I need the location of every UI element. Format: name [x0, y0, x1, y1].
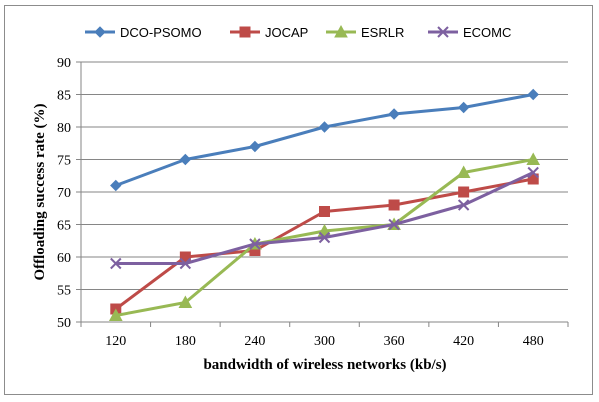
- marker-stroke: [388, 218, 400, 231]
- data-point-dco-psomo: [179, 153, 192, 166]
- y-axis-label: Offloading success rate (%): [32, 103, 48, 280]
- legend-marker: [437, 26, 449, 38]
- x-tick-label: 300: [314, 334, 335, 349]
- x-tick-label: 120: [105, 334, 126, 349]
- data-point-ecomc: [179, 257, 192, 270]
- y-tick-label: 55: [57, 284, 71, 299]
- data-point-ecomc: [249, 238, 261, 250]
- data-point-dco-psomo: [527, 88, 539, 101]
- data-point-esrlr: [178, 295, 193, 308]
- data-point-ecomc: [388, 218, 400, 231]
- data-point-dco-psomo: [318, 121, 331, 133]
- y-tick-label: 75: [57, 154, 71, 169]
- series: [108, 88, 541, 321]
- data-point-esrlr: [526, 152, 541, 165]
- marker-stroke: [249, 238, 261, 250]
- data-point-dco-psomo: [388, 108, 400, 120]
- legend-label: DCO-PSOMO: [120, 25, 202, 40]
- series-line-ecomc: [115, 171, 534, 265]
- y-tick-label: 70: [57, 186, 71, 201]
- legend-item-dco-psomo: DCO-PSOMO: [85, 25, 202, 40]
- data-point-ecomc: [527, 166, 539, 179]
- data-point-dco-psomo: [110, 179, 122, 192]
- x-tick-label: 420: [453, 334, 474, 349]
- y-tick-label: 50: [57, 316, 71, 331]
- data-point-ecomc: [457, 199, 470, 211]
- data-point-dco-psomo: [249, 140, 261, 153]
- y-tick-label: 90: [57, 56, 71, 71]
- axes: 50 55 60 65 70 75 80 85 90 120 180 240 300 360 420 480: [57, 56, 569, 349]
- legend-marker: [94, 26, 106, 38]
- x-axis-label: bandwidth of wireless networks (kb/s): [203, 357, 446, 373]
- x-tick-label: 240: [244, 334, 265, 349]
- legend-item-ecomc: ECOMC: [428, 25, 511, 40]
- data-point-jocap: [319, 206, 330, 217]
- legend-marker: [239, 26, 251, 38]
- legend-item-esrlr: ESRLR: [326, 24, 404, 40]
- marker-stroke: [110, 257, 122, 270]
- marker-stroke: [179, 257, 192, 270]
- legend-label: ECOMC: [463, 25, 511, 40]
- y-tick-label: 80: [57, 121, 71, 136]
- x-tick-label: 360: [384, 334, 405, 349]
- data-point-jocap: [458, 186, 470, 198]
- gridlines: [81, 61, 568, 290]
- data-point-dco-psomo: [457, 101, 470, 114]
- chart-frame: [4, 5, 593, 395]
- legend: DCO-PSOMO JOCAP ESRLR ECOMC: [85, 24, 511, 40]
- data-point-jocap: [388, 199, 400, 211]
- data-point-esrlr: [108, 308, 123, 321]
- y-tick-label: 65: [57, 219, 71, 234]
- x-tick-label: 480: [523, 334, 544, 349]
- legend-label: JOCAP: [265, 25, 308, 40]
- data-point-ecomc: [110, 257, 122, 270]
- y-tick-label: 85: [57, 89, 71, 104]
- data-point-ecomc: [318, 231, 331, 244]
- legend-label: ESRLR: [361, 25, 404, 40]
- marker-stroke: [457, 199, 470, 211]
- marker-stroke: [318, 231, 331, 244]
- marker-stroke: [527, 166, 539, 179]
- data-point-esrlr: [456, 165, 471, 178]
- legend-marker: [334, 24, 348, 38]
- x-tick-label: 180: [175, 334, 196, 349]
- legend-item-jocap: JOCAP: [230, 25, 308, 40]
- marker-stroke: [437, 26, 449, 38]
- y-tick-label: 60: [57, 251, 71, 266]
